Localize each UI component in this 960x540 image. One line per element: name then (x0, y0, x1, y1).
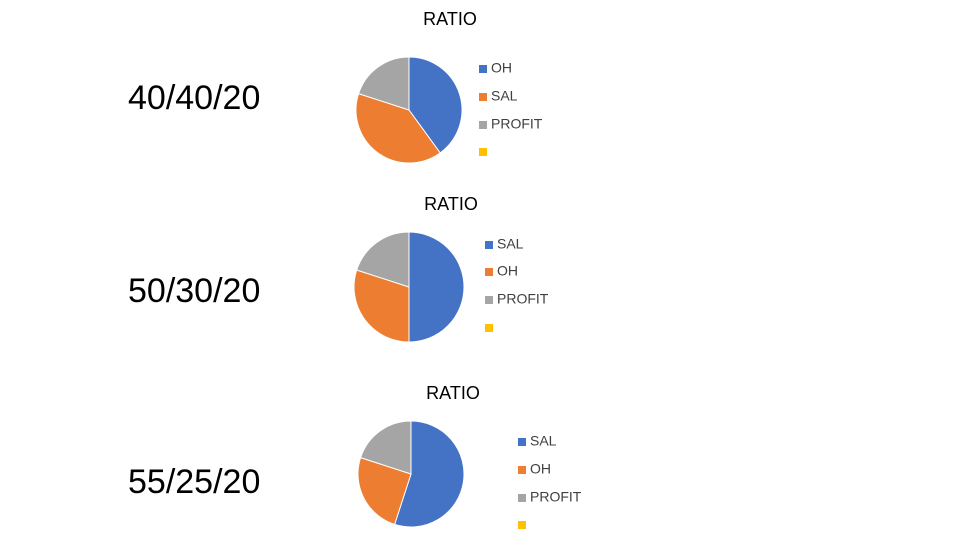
pie-slice (357, 456, 412, 526)
pie-slice (356, 231, 410, 288)
pie-slice (393, 420, 465, 528)
pie-slice (353, 269, 410, 343)
slide-label: 40/40/20 (128, 79, 260, 117)
pie-slice (408, 231, 465, 343)
legend-label: PROFIT (530, 489, 582, 505)
slide-label: 55/25/20 (128, 463, 260, 501)
legend-label: SAL (497, 236, 524, 252)
legend-swatch (518, 438, 526, 446)
legend-swatch (518, 494, 526, 502)
pie-slice (408, 56, 463, 154)
legend-label: PROFIT (497, 291, 549, 307)
legend-swatch (518, 521, 526, 529)
legend-swatch (485, 296, 493, 304)
chart-title: RATIO (426, 383, 480, 403)
pie-slice (355, 92, 441, 164)
legend-swatch (479, 121, 487, 129)
legend-swatch (479, 65, 487, 73)
legend-swatch (479, 93, 487, 101)
legend-label: PROFIT (491, 116, 543, 132)
legend-swatch (485, 268, 493, 276)
legend-swatch (485, 241, 493, 249)
legend-label: SAL (491, 88, 518, 104)
legend-label: SAL (530, 433, 557, 449)
chart-title: RATIO (424, 194, 478, 214)
legend-label: OH (530, 461, 551, 477)
legend-swatch (479, 148, 487, 156)
pie-slice (357, 56, 410, 111)
chart-title: RATIO (423, 9, 477, 29)
pie-slice (359, 420, 412, 475)
legend-swatch (518, 466, 526, 474)
legend-label: OH (497, 263, 518, 279)
legend-label: OH (491, 60, 512, 76)
slide-label: 50/30/20 (128, 272, 260, 310)
legend-swatch (485, 324, 493, 332)
